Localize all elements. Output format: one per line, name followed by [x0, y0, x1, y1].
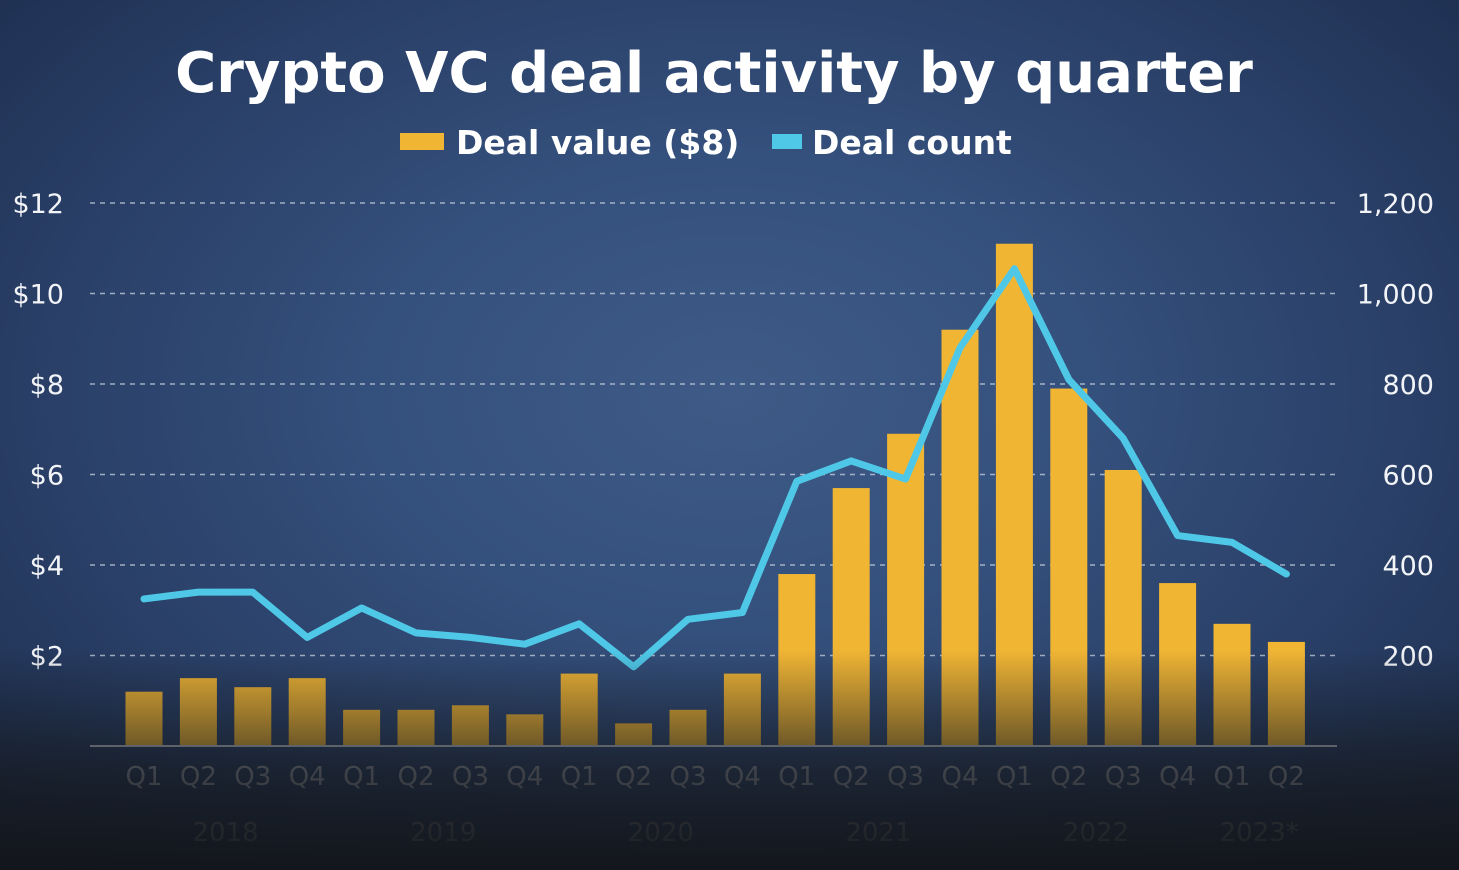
bar-deal-value — [995, 243, 1033, 746]
x-year-label: 2021 — [845, 818, 911, 848]
y-left-tick-label: $10 — [12, 280, 64, 311]
y-axis-right: 200 400 600 800 1,000 1,200 — [1357, 189, 1434, 673]
bar-deal-value — [1159, 583, 1197, 746]
legend-swatch-deal-value — [400, 133, 444, 150]
bar-deal-value — [1104, 469, 1142, 746]
y-left-tick-label: $6 — [30, 461, 64, 492]
legend-swatch-deal-count — [772, 134, 802, 149]
line-deal-count — [140, 265, 1290, 671]
x-tick-label: Q4 — [506, 762, 543, 792]
bar-deal-value — [343, 709, 381, 746]
x-tick-label: Q1 — [125, 762, 162, 792]
bar-deal-value — [778, 574, 816, 746]
bar-deal-value — [506, 714, 544, 746]
y-right-tick-label: 600 — [1382, 461, 1434, 492]
y-right-tick-label: 200 — [1382, 642, 1434, 673]
bar-deal-value — [723, 673, 761, 746]
x-tick-label: Q2 — [1268, 762, 1305, 792]
bar-deal-value — [941, 329, 979, 746]
legend-label-deal-value: Deal value ($8) — [456, 123, 739, 162]
chart-title: Crypto VC deal activity by quarter — [175, 41, 1253, 106]
x-tick-label: Q2 — [1050, 762, 1087, 792]
x-axis-quarters: Q1 Q2 Q3 Q4 Q1 Q2 Q3 Q4 Q1 Q2 Q3 Q4 Q1 Q2 Q3 Q4 Q1 Q2 Q3 Q4… — [125, 762, 1304, 792]
x-year-label: 2023* — [1220, 818, 1299, 848]
gridlines — [90, 202, 1337, 657]
x-tick-label: Q3 — [234, 762, 271, 792]
legend-label-deal-count: Deal count — [812, 123, 1012, 162]
bar-deal-value — [560, 673, 598, 746]
x-tick-label: Q3 — [669, 762, 706, 792]
bar-deal-value — [397, 709, 435, 746]
bar-deal-value — [179, 678, 217, 746]
x-tick-label: Q4 — [724, 762, 761, 792]
x-tick-label: Q3 — [1105, 762, 1142, 792]
x-year-label: 2018 — [193, 818, 259, 848]
bar-deal-value — [125, 691, 163, 746]
x-tick-label: Q2 — [180, 762, 217, 792]
bar-series-deal-value — [125, 243, 1305, 746]
x-tick-label: Q4 — [289, 762, 326, 792]
y-left-tick-label: $12 — [12, 189, 64, 220]
bar-deal-value — [832, 488, 870, 746]
bar-deal-value — [234, 687, 272, 746]
bar-deal-value — [1213, 623, 1251, 746]
y-left-tick-label: $2 — [30, 642, 64, 673]
x-tick-label: Q1 — [343, 762, 380, 792]
line-series-deal-count — [140, 265, 1290, 671]
y-left-tick-label: $8 — [30, 370, 64, 401]
x-year-label: 2022 — [1063, 818, 1129, 848]
x-tick-label: Q3 — [887, 762, 924, 792]
bar-deal-value — [669, 709, 707, 746]
legend: Deal value ($8) Deal count — [400, 123, 1012, 162]
x-axis-years: 2018 2019 2020 2021 2022 2023* — [193, 818, 1299, 848]
x-year-label: 2020 — [628, 818, 694, 848]
bar-deal-value — [1050, 388, 1088, 746]
y-right-tick-label: 1,000 — [1357, 280, 1434, 311]
y-right-tick-label: 800 — [1382, 370, 1434, 401]
x-tick-label: Q1 — [1213, 762, 1250, 792]
bar-deal-value — [615, 723, 653, 746]
y-left-tick-label: $4 — [30, 551, 64, 582]
x-tick-label: Q2 — [397, 762, 434, 792]
x-tick-label: Q4 — [1159, 762, 1196, 792]
y-right-tick-label: 400 — [1382, 551, 1434, 582]
x-tick-label: Q2 — [833, 762, 870, 792]
x-tick-label: Q4 — [941, 762, 978, 792]
x-tick-label: Q1 — [996, 762, 1033, 792]
x-year-label: 2019 — [410, 818, 476, 848]
x-tick-label: Q2 — [615, 762, 652, 792]
bar-deal-value — [288, 678, 326, 746]
x-tick-label: Q1 — [778, 762, 815, 792]
y-right-tick-label: 1,200 — [1357, 189, 1434, 220]
bar-deal-value — [451, 705, 489, 746]
x-tick-label: Q1 — [561, 762, 598, 792]
x-tick-label: Q3 — [452, 762, 489, 792]
y-axis-left: $2 $4 $6 $8 $10 $12 — [12, 189, 64, 673]
bar-deal-value — [1267, 641, 1305, 746]
